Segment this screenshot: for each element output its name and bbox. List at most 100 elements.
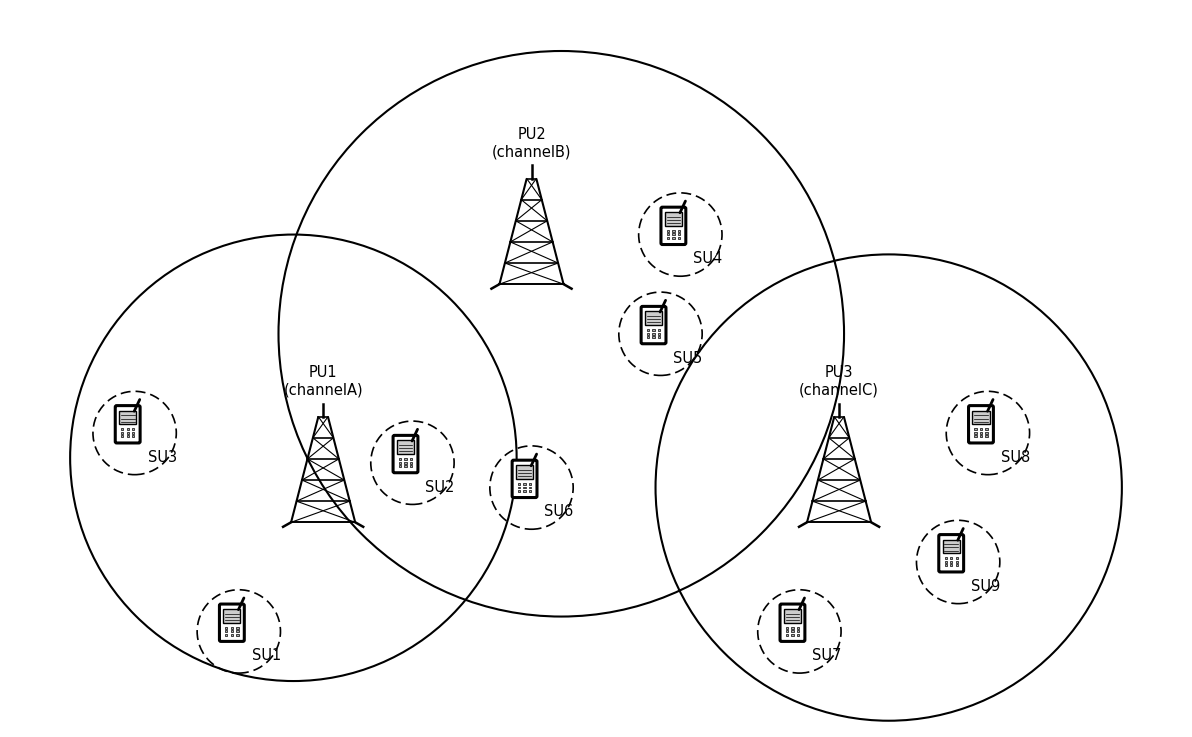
Bar (231, 634, 232, 636)
Bar (223, 609, 241, 623)
FancyBboxPatch shape (219, 604, 244, 641)
Bar (665, 212, 682, 226)
Bar (647, 332, 650, 335)
Text: SU9: SU9 (971, 579, 1000, 594)
Bar (950, 557, 952, 559)
Text: SU6: SU6 (545, 504, 573, 520)
Bar (950, 565, 952, 566)
Bar (796, 634, 799, 636)
Bar (399, 461, 402, 464)
Bar (678, 234, 681, 235)
Bar (126, 428, 129, 430)
Bar (132, 428, 135, 430)
Bar (986, 432, 988, 434)
FancyBboxPatch shape (660, 207, 685, 245)
Bar (225, 630, 228, 632)
Bar (122, 432, 123, 434)
Bar (980, 436, 982, 437)
Bar (122, 436, 123, 437)
Bar (523, 490, 526, 492)
Bar (397, 440, 414, 454)
FancyBboxPatch shape (641, 307, 666, 343)
Bar (126, 436, 129, 437)
Bar (791, 634, 794, 636)
Bar (647, 336, 650, 338)
Bar (986, 428, 988, 430)
Bar (529, 490, 532, 492)
Bar (944, 565, 946, 566)
Bar (666, 237, 669, 239)
Bar (404, 461, 406, 464)
FancyBboxPatch shape (393, 436, 418, 472)
FancyBboxPatch shape (513, 460, 536, 497)
Bar (784, 609, 801, 623)
Bar (523, 486, 526, 489)
Bar (231, 627, 232, 629)
Bar (410, 461, 412, 464)
Bar (672, 230, 675, 232)
Bar (236, 627, 238, 629)
Bar (973, 411, 989, 425)
Bar (944, 561, 946, 563)
Text: SU2: SU2 (426, 480, 454, 495)
Text: SU3: SU3 (148, 450, 176, 465)
Bar (974, 436, 976, 437)
Bar (950, 561, 952, 563)
Bar (225, 634, 228, 636)
Bar (132, 432, 135, 434)
Bar (672, 234, 675, 235)
FancyBboxPatch shape (939, 534, 963, 572)
Bar (986, 436, 988, 437)
Bar (225, 627, 228, 629)
Bar (652, 332, 654, 335)
Text: SU7: SU7 (812, 649, 842, 663)
Bar (678, 230, 681, 232)
Bar (791, 627, 794, 629)
Bar (658, 329, 660, 331)
Bar (956, 561, 958, 563)
Text: SU1: SU1 (252, 649, 281, 663)
Bar (652, 329, 654, 331)
Bar (678, 237, 681, 239)
Bar (943, 539, 960, 553)
Bar (410, 465, 412, 467)
Bar (404, 458, 406, 460)
Bar (119, 411, 136, 425)
Bar (517, 483, 520, 485)
Bar (786, 630, 788, 632)
Bar (529, 483, 532, 485)
Bar (974, 432, 976, 434)
Bar (517, 490, 520, 492)
Bar (523, 483, 526, 485)
Bar (956, 565, 958, 566)
Bar (236, 630, 238, 632)
Bar (410, 458, 412, 460)
FancyBboxPatch shape (116, 405, 141, 443)
Bar (399, 465, 402, 467)
Bar (652, 336, 654, 338)
Bar (647, 329, 650, 331)
Text: PU1
(channelA): PU1 (channelA) (284, 365, 362, 397)
Bar (786, 627, 788, 629)
Text: PU2
(channelB): PU2 (channelB) (492, 127, 571, 159)
Bar (529, 486, 532, 489)
Bar (404, 465, 406, 467)
Text: SU8: SU8 (1001, 450, 1030, 465)
Bar (796, 630, 799, 632)
Bar (399, 458, 402, 460)
Bar (666, 230, 669, 232)
Bar (516, 465, 533, 479)
Bar (672, 237, 675, 239)
Bar (236, 634, 238, 636)
Bar (126, 432, 129, 434)
Bar (956, 557, 958, 559)
Text: SU4: SU4 (694, 251, 722, 266)
Bar (944, 557, 946, 559)
Bar (791, 630, 794, 632)
Bar (980, 432, 982, 434)
Bar (122, 428, 123, 430)
FancyBboxPatch shape (969, 405, 993, 443)
Bar (796, 627, 799, 629)
Bar (980, 428, 982, 430)
Bar (517, 486, 520, 489)
